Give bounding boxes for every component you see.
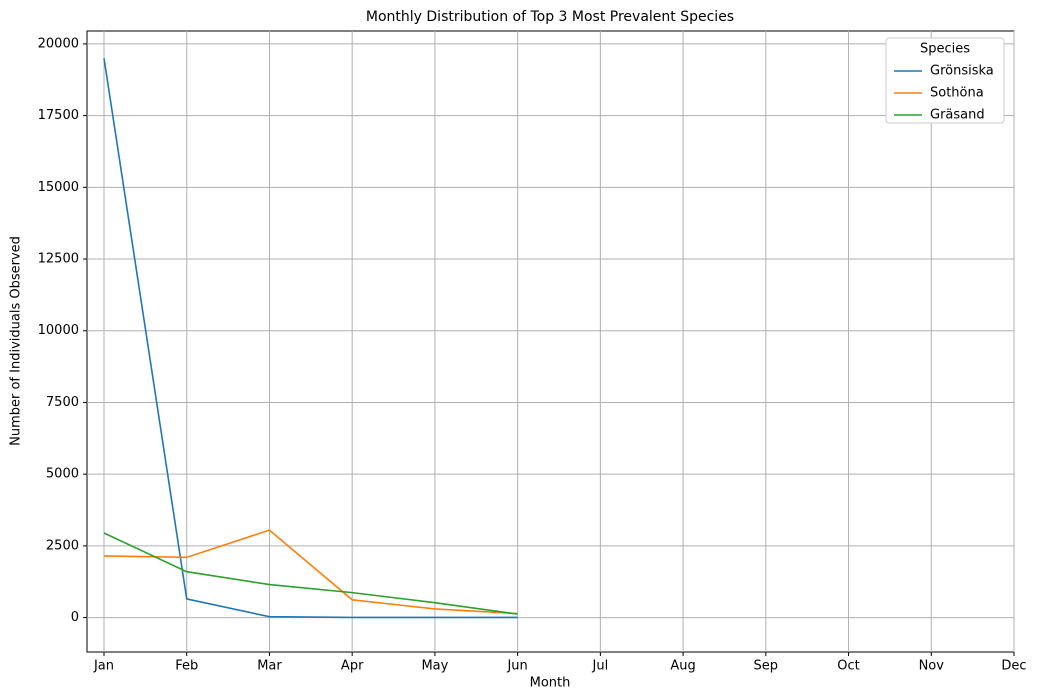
y-tick-label: 20000 [38, 36, 79, 51]
x-tick-label: Apr [341, 659, 364, 674]
line-series [103, 529, 518, 615]
legend-label: Grönsiska [930, 64, 994, 79]
x-tick-label: May [421, 659, 448, 674]
legend-title: Species [920, 42, 970, 57]
y-tick-label: 12500 [38, 252, 79, 267]
y-axis-label: Number of Individuals Observed [9, 236, 24, 446]
x-tick-label: Sep [754, 659, 779, 674]
y-tick-label: 15000 [38, 180, 79, 195]
y-tick-label: 2500 [46, 538, 79, 553]
line-series [103, 532, 518, 615]
y-tick-label: 10000 [38, 323, 79, 338]
y-tick-label: 17500 [38, 108, 79, 123]
x-tick-label: Jan [93, 659, 114, 674]
x-axis-label: Month [530, 676, 571, 691]
legend-box [885, 37, 1005, 124]
x-tick-label: Feb [175, 659, 198, 674]
x-tick-label: Oct [837, 659, 859, 674]
y-tick-label: 5000 [46, 467, 79, 482]
x-tick-label: Jul [592, 659, 609, 674]
legend-label: Sothöna [930, 86, 984, 101]
y-tick-label: 0 [71, 610, 79, 625]
x-tick-label: Nov [919, 659, 945, 674]
plot-frame [86, 30, 1015, 653]
x-tick-label: Mar [257, 659, 282, 674]
legend-label: Gräsand [930, 108, 985, 123]
x-tick-label: Aug [670, 659, 695, 674]
y-tick-label: 7500 [46, 395, 79, 410]
x-tick-label: Jun [506, 659, 527, 674]
line-series [103, 58, 518, 619]
chart-title: Monthly Distribution of Top 3 Most Preva… [366, 9, 734, 25]
x-tick-label: Dec [1001, 659, 1026, 674]
